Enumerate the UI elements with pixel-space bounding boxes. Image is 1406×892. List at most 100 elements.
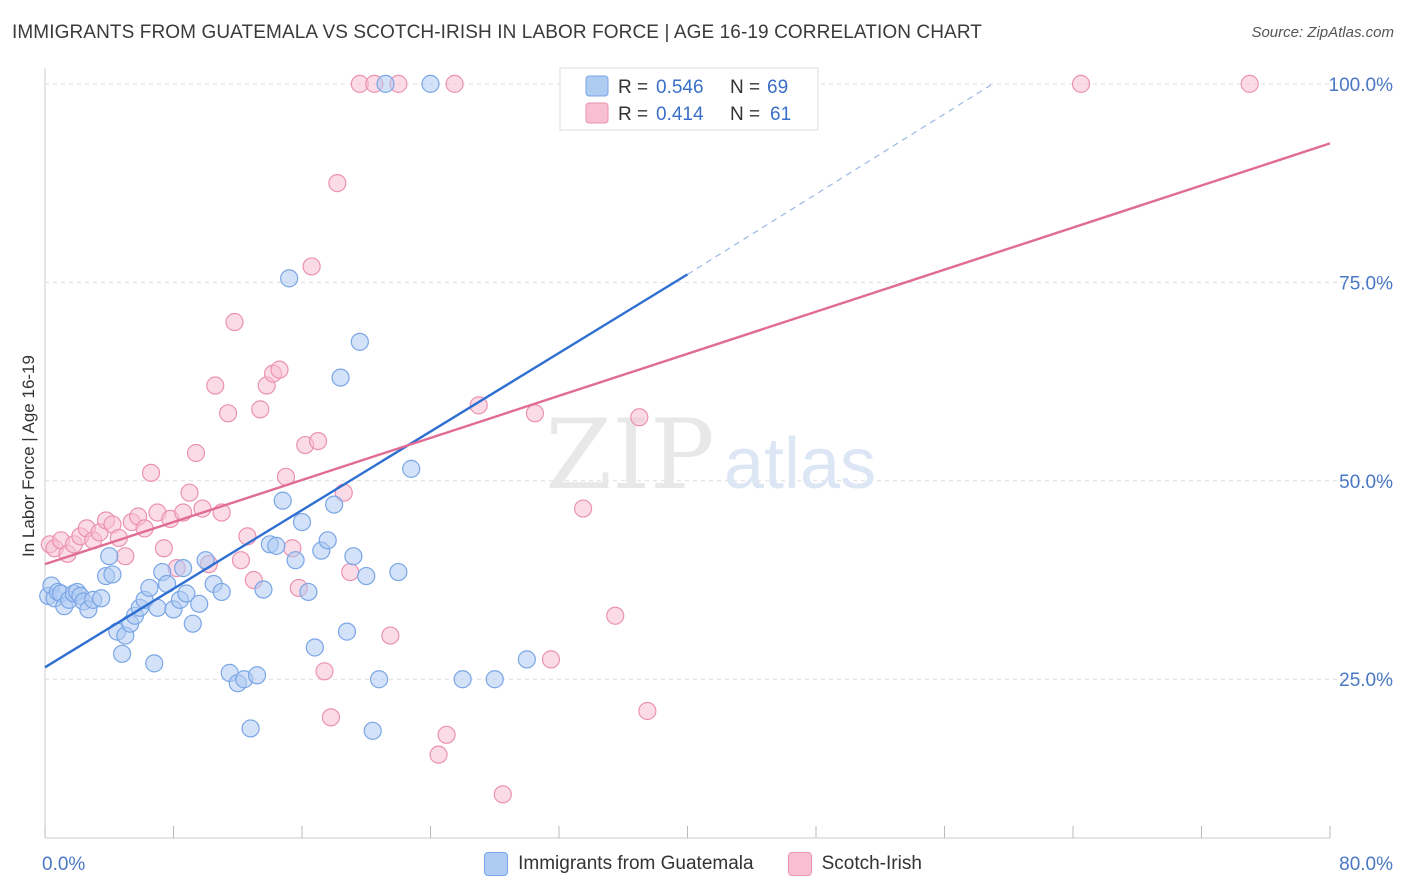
data-point [517,650,536,669]
legend-r-value: 0.414 [656,104,704,125]
data-point [92,589,111,608]
data-point [273,491,292,510]
data-point [421,74,440,93]
legend-swatch-blue [585,75,609,97]
data-point [453,670,472,689]
data-point [1240,74,1259,93]
legend-item-guatemala: Immigrants from Guatemala [484,852,754,876]
data-point [485,670,504,689]
data-point [370,670,389,689]
chart-title: IMMIGRANTS FROM GUATEMALA VS SCOTCH-IRIS… [12,22,983,43]
data-point [254,580,273,599]
watermark-atlas: atlas [724,424,876,504]
legend-swatch-pink [585,102,609,124]
data-point [389,562,408,582]
data-point [302,257,321,276]
y-tick-label: 25.0% [1339,670,1393,691]
legend-item-scotch-irish: Scotch-Irish [787,852,922,876]
data-point [280,269,299,288]
data-point [219,404,238,423]
bottom-legend: Immigrants from Guatemala Scotch-Irish [0,852,1406,876]
data-point [116,547,135,566]
data-point [573,499,593,518]
legend-swatch-pink [787,852,812,876]
data-point [357,566,376,586]
data-point [376,74,395,93]
data-point [251,400,270,419]
data-point [344,547,363,566]
y-tick-label: 50.0% [1339,472,1393,493]
legend-n-label: N = [730,77,760,98]
watermark-zip: ZIP [545,399,714,511]
data-point [429,745,448,764]
legend-r-label: R = [618,104,648,125]
source-credit: Source: ZipAtlas.com [1251,24,1394,41]
legend-n-value: 69 [767,77,788,98]
data-point [328,174,347,193]
watermark: ZIP atlas [545,399,876,511]
data-point [270,360,289,379]
x-tick-label: 80.0% [1339,854,1393,875]
legend-label: Immigrants from Guatemala [518,853,754,874]
data-point [363,721,382,740]
data-point [292,512,312,532]
data-point [206,376,225,395]
data-point [469,396,488,415]
data-point [493,785,512,804]
data-point [100,547,119,566]
trend-line [44,273,689,669]
y-tick-label: 100.0% [1329,75,1394,96]
data-point [437,725,456,744]
data-point [445,74,464,93]
data-point [1071,74,1091,93]
data-point [186,443,206,463]
data-point [241,719,260,738]
data-point [337,622,357,641]
data-point [630,408,649,427]
legend-r-label: R = [618,77,648,98]
data-point [318,531,337,550]
data-point [321,708,341,727]
tick-labels: 25.0% 50.0% 75.0% 100.0% 0.0% 80.0% [42,75,1393,875]
data-point [145,654,164,673]
data-point [183,614,202,633]
data-point [381,626,400,645]
data-point [305,638,324,657]
data-point [180,483,199,502]
data-point [286,551,305,570]
data-point [212,582,231,602]
data-point [112,644,132,663]
series-scotch-irish [40,74,1259,804]
data-point [325,495,344,514]
data-point [525,404,545,423]
axes [44,68,1331,839]
data-point [141,463,161,482]
legend-r-value: 0.546 [656,77,704,98]
data-point [177,584,196,603]
data-point [140,578,159,598]
data-point [231,551,251,570]
data-point [299,582,318,602]
y-axis-label: In Labor Force | Age 16-19 [19,355,38,557]
data-point [190,594,209,613]
data-point [247,666,267,685]
y-tick-label: 75.0% [1339,273,1393,294]
legend-label: Scotch-Irish [821,853,922,874]
data-point [606,606,625,625]
data-point [341,562,360,582]
data-point [315,662,334,681]
data-point [154,539,173,558]
data-point [267,536,286,555]
data-point [541,650,561,669]
data-point [308,431,328,451]
legend-n-label: N = [730,104,760,125]
legend-n-value: 61 [770,104,791,125]
correlation-legend: R = 0.546 N = 69 R = 0.414 N = 61 [559,67,819,131]
data-point [225,312,244,332]
x-tick-label: 0.0% [42,854,85,875]
data-point [350,332,369,351]
trend-line [44,142,1331,566]
legend-swatch-blue [484,852,509,876]
trend-line-extension [687,83,994,275]
